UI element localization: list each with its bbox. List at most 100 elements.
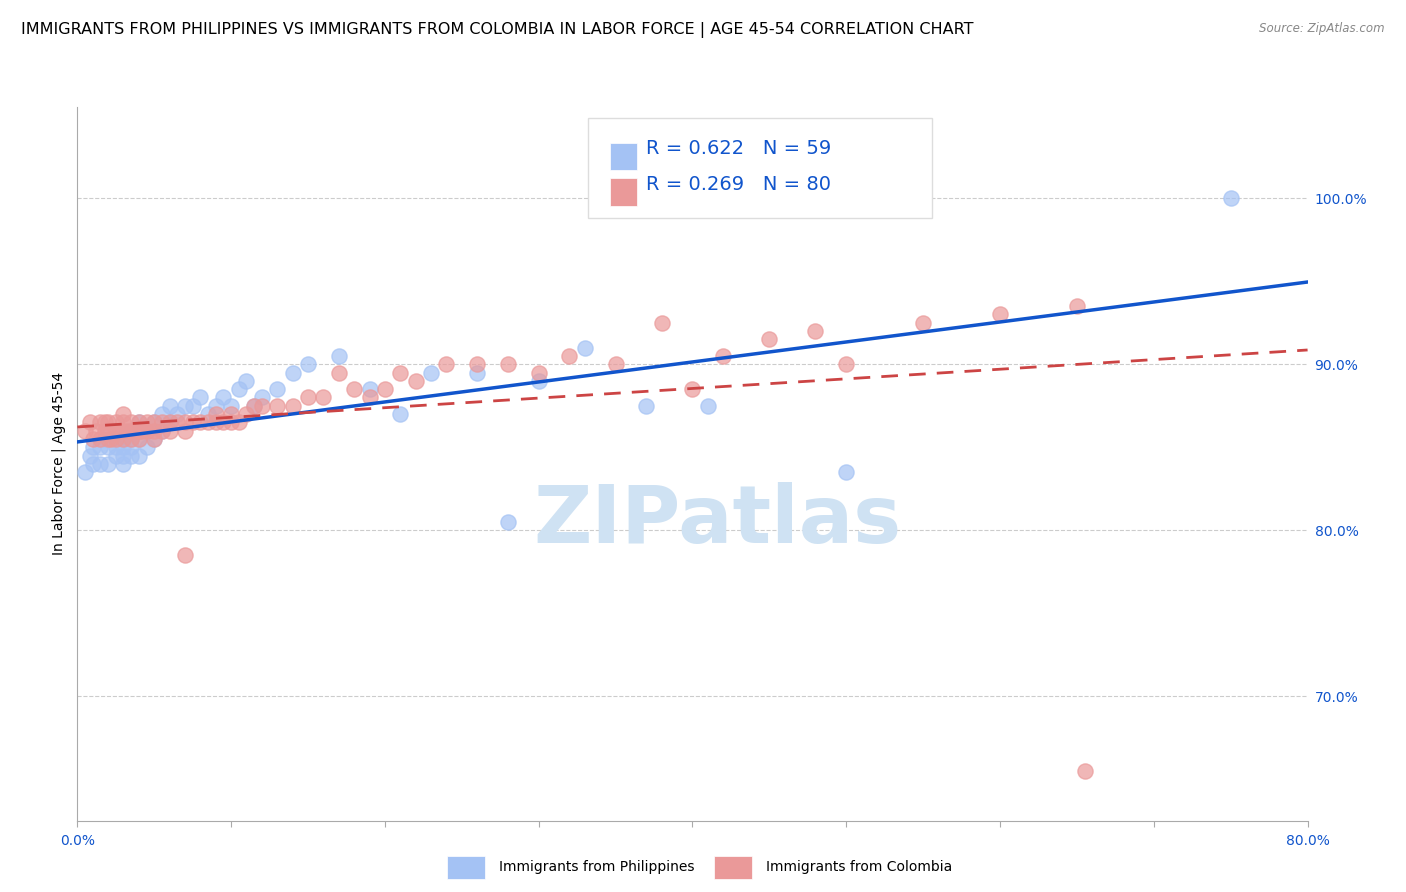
Point [94,415,117,429]
Point [212,415,235,429]
Point [465,366,488,380]
Point [150,407,173,421]
Text: 0.0%: 0.0% [60,834,94,848]
Point [104,424,127,438]
Point [143,432,166,446]
Point [104,432,127,446]
Point [405,374,427,388]
Point [97,424,120,438]
Point [104,415,127,429]
Point [235,374,257,388]
Text: Immigrants from Colombia: Immigrants from Colombia [766,860,952,874]
Point [527,366,550,380]
Point [112,432,135,446]
Point [174,424,197,438]
Point [128,432,150,446]
Point [89,457,111,471]
Point [135,424,157,438]
Point [128,449,150,463]
Point [143,415,166,429]
Point [159,399,181,413]
Point [281,399,304,413]
Point [696,399,718,413]
Point [120,440,142,454]
Point [988,308,1011,322]
Point [328,349,350,363]
Point [204,399,226,413]
Point [343,382,366,396]
Point [159,415,181,429]
FancyBboxPatch shape [588,118,932,218]
Point [166,415,188,429]
Point [143,424,166,438]
Point [112,457,135,471]
Point [243,399,266,413]
Point [94,432,117,446]
Point [682,382,704,396]
Point [89,432,111,446]
Point [243,399,266,413]
Point [359,382,381,396]
Point [94,424,117,438]
Text: Source: ZipAtlas.com: Source: ZipAtlas.com [1260,22,1385,36]
Point [835,357,858,371]
Point [197,407,219,421]
Point [112,407,135,421]
Point [328,366,350,380]
Point [73,424,96,438]
Point [131,424,153,438]
Point [188,415,212,429]
Point [496,515,519,529]
Point [120,424,142,438]
Point [374,382,396,396]
Text: Immigrants from Philippines: Immigrants from Philippines [499,860,695,874]
FancyBboxPatch shape [610,178,637,205]
Point [204,407,226,421]
Point [104,449,127,463]
Point [112,449,135,463]
Point [312,391,335,405]
Point [143,415,166,429]
Point [112,424,135,438]
Point [228,382,250,396]
Point [104,432,127,446]
Point [636,399,658,413]
Point [97,415,120,429]
Point [89,440,111,454]
Point [82,440,104,454]
Point [250,391,273,405]
Point [166,407,188,421]
Point [1066,299,1088,313]
Point [128,424,150,438]
Point [219,399,242,413]
Point [120,432,142,446]
Point [436,357,458,371]
Point [120,449,142,463]
Point [651,316,673,330]
Point [150,415,173,429]
Point [135,424,157,438]
Point [82,432,104,446]
Point [112,432,135,446]
Point [297,391,319,405]
Point [97,432,120,446]
Point [150,424,173,438]
Point [112,415,135,429]
Point [188,391,212,405]
Point [250,399,273,413]
Point [711,349,734,363]
Point [128,432,150,446]
Point [835,465,858,479]
Point [120,424,142,438]
Point [266,382,288,396]
Point [135,415,157,429]
Point [1073,764,1095,778]
Point [266,399,288,413]
Point [912,316,935,330]
Point [181,399,204,413]
Point [112,440,135,454]
Point [115,424,138,438]
Point [204,415,226,429]
Point [527,374,550,388]
Text: IMMIGRANTS FROM PHILIPPINES VS IMMIGRANTS FROM COLOMBIA IN LABOR FORCE | AGE 45-: IMMIGRANTS FROM PHILIPPINES VS IMMIGRANT… [21,22,973,38]
